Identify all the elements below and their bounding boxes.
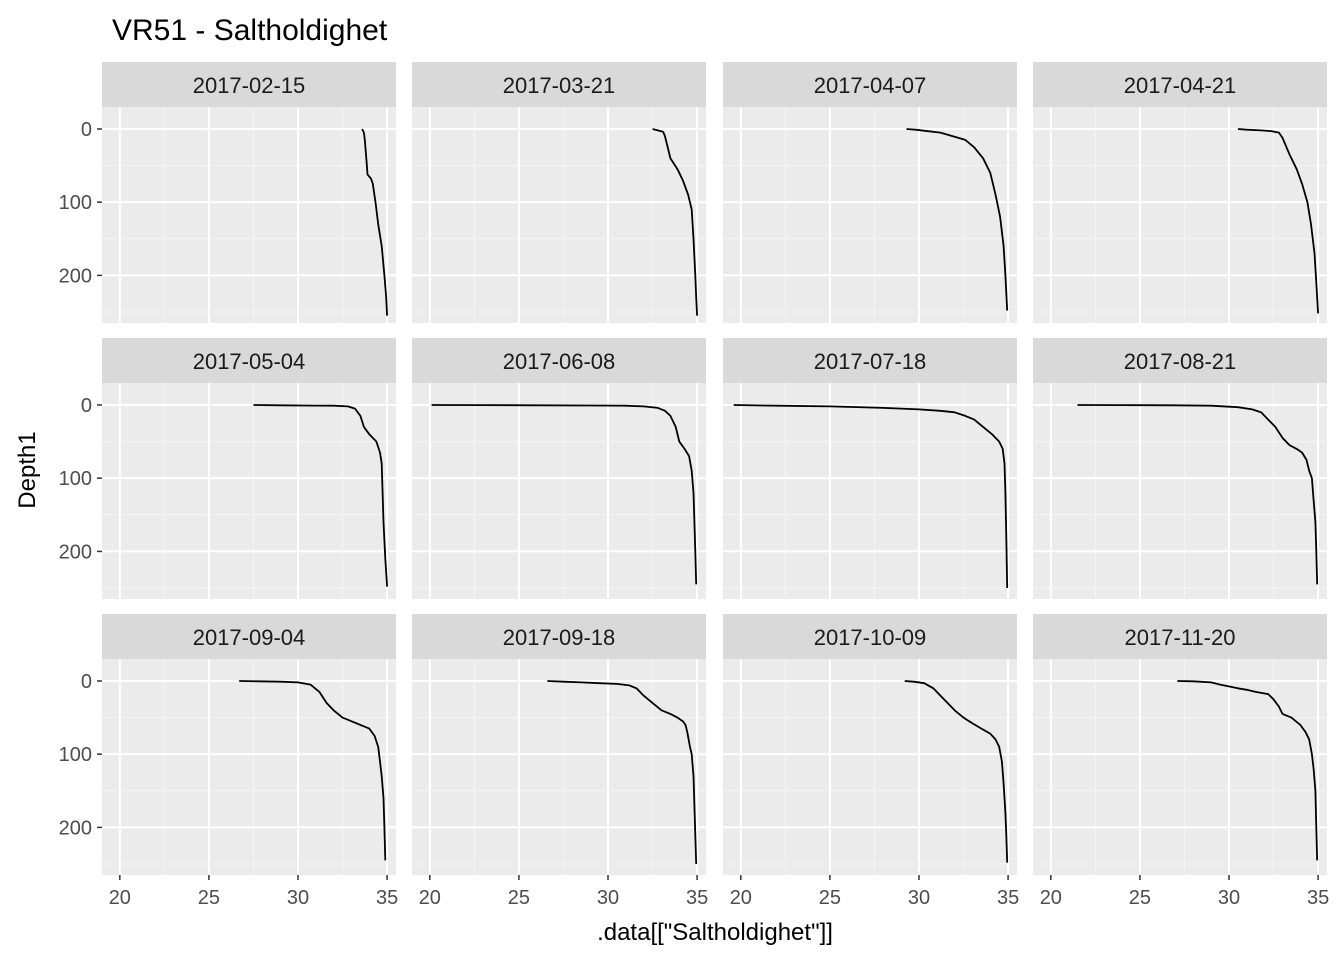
facet-panel: 2017-04-07 <box>723 62 1017 323</box>
facet-strip <box>723 62 1017 107</box>
plot-panel <box>412 383 706 599</box>
x-tick-label: 25 <box>819 887 841 909</box>
x-tick-label: 20 <box>1040 887 1062 909</box>
plot-panel <box>412 659 706 875</box>
salinity-profile-line <box>253 404 388 587</box>
facet-panel: 2017-09-04 0 100 200 20 25 30 35 <box>59 614 398 909</box>
facet-strip-label: 2017-07-18 <box>814 349 927 374</box>
salinity-profile-line <box>1237 128 1319 314</box>
x-tick-label: 35 <box>997 887 1019 909</box>
facet-panel: 2017-02-15 0 100 200 <box>59 62 396 323</box>
facet-strip <box>412 338 706 383</box>
y-tick-label: 0 <box>81 671 92 693</box>
salinity-profile-line <box>547 680 698 865</box>
y-tick-label: 200 <box>59 265 92 287</box>
salinity-profile-line <box>1177 680 1319 861</box>
facet-strip-label: 2017-05-04 <box>193 349 306 374</box>
facet-strip <box>1033 614 1327 659</box>
facet-panel: 2017-10-09 20 25 30 35 <box>723 614 1019 909</box>
salinity-profile-line <box>652 128 698 316</box>
x-tick-label: 35 <box>686 887 708 909</box>
facet-panel: 2017-06-08 <box>412 338 706 599</box>
plot-panel <box>723 107 1017 323</box>
facet-strip-label: 2017-11-20 <box>1125 625 1236 650</box>
plot-panel <box>102 383 396 599</box>
x-tick-label: 25 <box>198 887 220 909</box>
salinity-profile-line <box>239 680 387 861</box>
facet-strip-label: 2017-08-21 <box>1124 349 1237 374</box>
plot-panel <box>1033 659 1327 875</box>
y-axis-label: Depth1 <box>14 431 41 508</box>
facet-panel: 2017-05-04 0 100 200 <box>59 338 396 599</box>
y-tick-label: 100 <box>59 468 92 490</box>
x-tick-label: 30 <box>1218 887 1240 909</box>
facet-strip-label: 2017-10-09 <box>814 625 927 650</box>
facet-strip <box>102 614 396 659</box>
plot-panel <box>102 659 396 875</box>
salinity-profile-line <box>906 128 1009 311</box>
facet-strip-label: 2017-06-08 <box>503 349 616 374</box>
plot-panel <box>1033 107 1327 323</box>
x-tick-label: 30 <box>597 887 619 909</box>
y-tick-label: 100 <box>59 744 92 766</box>
y-tick-label: 0 <box>81 119 92 141</box>
facet-panel: 2017-08-21 <box>1033 338 1327 599</box>
plot-panel <box>723 659 1017 875</box>
y-tick-label: 200 <box>59 541 92 563</box>
salinity-profile-line <box>1077 404 1319 585</box>
x-tick-label: 30 <box>908 887 930 909</box>
chart-title: VR51 - Saltholdighet <box>112 14 388 47</box>
salinity-profile-line <box>431 404 698 585</box>
plot-panel <box>412 107 706 323</box>
x-tick-label: 20 <box>109 887 131 909</box>
facet-strip <box>102 62 396 107</box>
salinity-profile-line <box>733 404 1009 589</box>
facet-strip-label: 2017-04-21 <box>1124 73 1237 98</box>
x-tick-label: 35 <box>376 887 398 909</box>
facet-strip-label: 2017-02-15 <box>193 73 306 98</box>
facet-panel: 2017-03-21 <box>412 62 706 323</box>
x-tick-label: 25 <box>508 887 530 909</box>
facet-panel: 2017-04-21 <box>1033 62 1327 323</box>
facet-strip <box>723 338 1017 383</box>
x-tick-label: 20 <box>730 887 752 909</box>
y-tick-label: 0 <box>81 395 92 417</box>
facet-panel: 2017-11-20 20 25 30 35 <box>1033 614 1329 909</box>
plot-panel <box>1033 383 1327 599</box>
facet-strip <box>412 614 706 659</box>
facet-strip-label: 2017-09-18 <box>503 625 616 650</box>
facet-panel: 2017-07-18 <box>723 338 1017 599</box>
y-tick-label: 200 <box>59 817 92 839</box>
x-tick-label: 20 <box>419 887 441 909</box>
facet-strip-label: 2017-09-04 <box>193 625 306 650</box>
facet-strip-label: 2017-04-07 <box>814 73 927 98</box>
facet-panel: 2017-09-18 20 25 30 35 <box>412 614 708 909</box>
facet-strip <box>412 62 706 107</box>
salinity-profile-line <box>361 128 388 316</box>
x-axis-label: .data[["Saltholdighet"]] <box>597 919 833 946</box>
y-tick-label: 100 <box>59 192 92 214</box>
x-tick-label: 30 <box>287 887 309 909</box>
facet-strip <box>102 338 396 383</box>
x-tick-label: 35 <box>1307 887 1329 909</box>
facet-strip-label: 2017-03-21 <box>503 73 616 98</box>
x-tick-label: 25 <box>1129 887 1151 909</box>
facet-strip <box>1033 62 1327 107</box>
plot-panel <box>723 383 1017 599</box>
salinity-profile-line <box>904 680 1009 863</box>
plot-panel <box>102 107 396 323</box>
facet-strip <box>1033 338 1327 383</box>
facet-strip <box>723 614 1017 659</box>
